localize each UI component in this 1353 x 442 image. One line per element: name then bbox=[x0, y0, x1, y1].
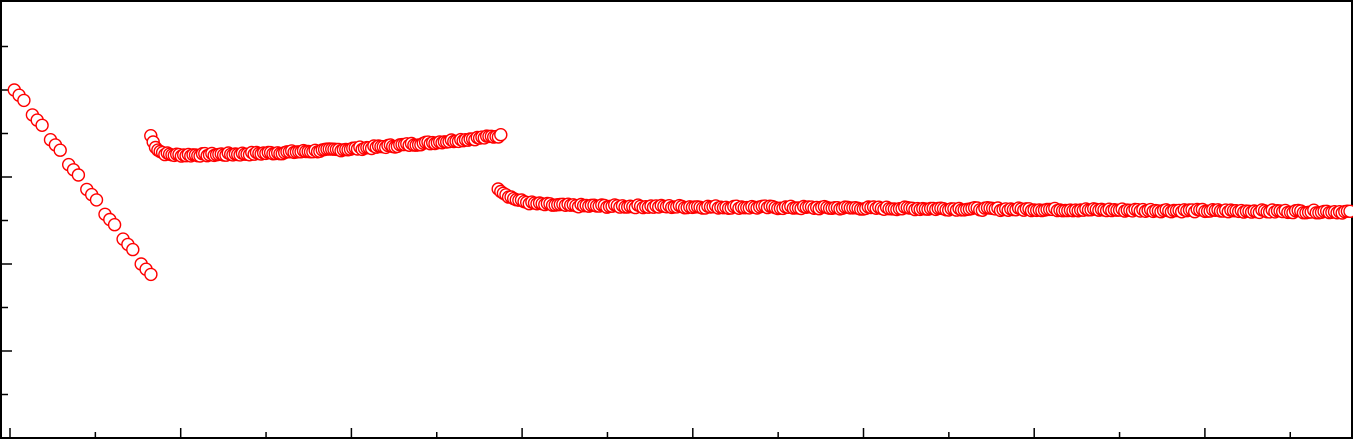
x-axis-ticks bbox=[9, 428, 1292, 438]
data-series-points bbox=[7, 83, 1353, 282]
data-point bbox=[494, 127, 508, 142]
data-point bbox=[35, 118, 49, 133]
data-point bbox=[53, 143, 67, 157]
data-point bbox=[89, 193, 104, 207]
data-point bbox=[17, 93, 31, 108]
data-point bbox=[107, 217, 122, 232]
data-point bbox=[126, 242, 140, 257]
data-point bbox=[144, 267, 158, 282]
y-axis-ticks bbox=[2, 45, 12, 396]
data-point bbox=[71, 168, 86, 182]
data-point bbox=[1343, 204, 1353, 218]
